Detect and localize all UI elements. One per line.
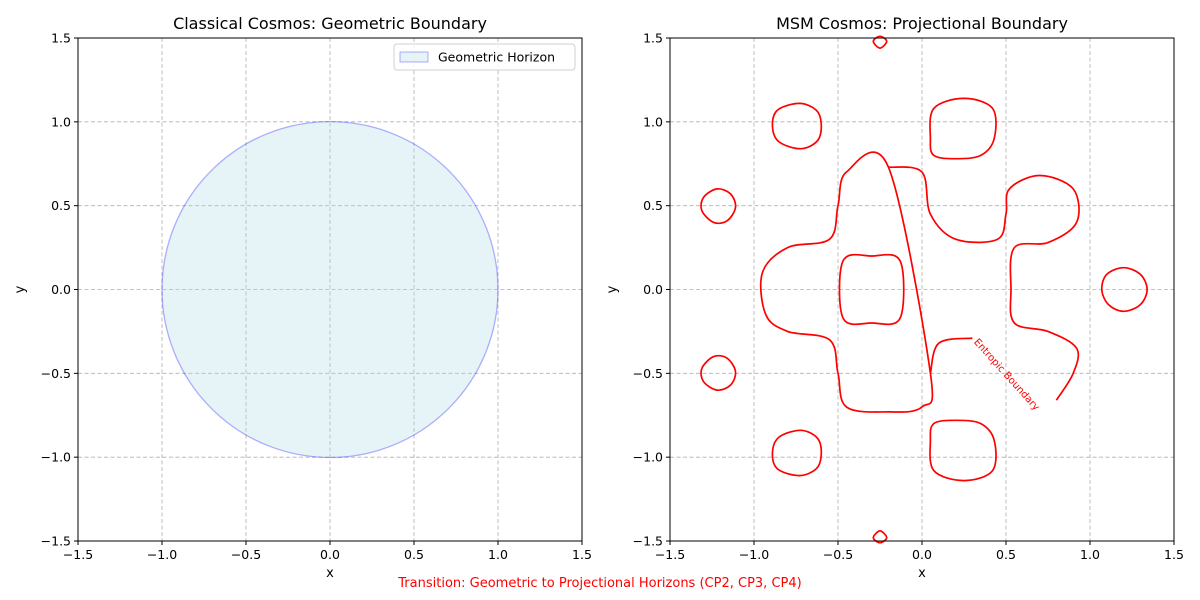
x-tick-label: 1.5 [572,547,592,562]
y-tick-label: −1.0 [633,450,663,465]
y-tick-label: 1.5 [51,31,71,46]
x-tick-label: 1.0 [1080,547,1100,562]
y-axis-label: y [605,285,620,293]
entropic-boundary-contour [929,337,973,374]
entropic-boundary-contour [888,166,1080,401]
x-tick-label: −1.0 [147,547,177,562]
entropic-boundary-contour [929,97,997,160]
geometric-horizon-circle [161,120,499,459]
classical-chart: −1.5 −1.0 −0.5 0.0 0.5 1.0 1.5 −1.5 −1.0 −0.5 0.0… [13,14,592,581]
entropic-boundary-contour [771,102,823,150]
x-tick-label: 0.5 [404,547,424,562]
x-tick-label: 1.0 [488,547,508,562]
legend-label: Geometric Horizon [438,50,555,65]
y-axis-label: y [13,285,28,293]
entropic-boundary-contour [872,530,888,544]
y-axis-ticks: −1.5 −1.0 −0.5 0.0 0.5 1.0 1.5 [633,31,670,549]
x-tick-label: 0.0 [912,547,932,562]
y-tick-label: 0.0 [51,282,71,297]
entropic-boundary-contour [700,354,737,392]
entropic-boundary-contour [700,187,737,225]
legend-swatch [399,51,429,63]
grid [669,37,1175,542]
chart-title: Classical Cosmos: Geometric Boundary [173,14,487,33]
entropic-boundary-contour [929,419,997,482]
plot-area [700,35,1148,544]
y-tick-label: 1.5 [643,31,663,46]
x-tick-label: 0.0 [320,547,340,562]
x-tick-label: −1.5 [655,547,685,562]
entropic-boundary-contour [838,253,905,326]
y-tick-label: 1.0 [51,114,71,129]
y-tick-label: −1.5 [633,534,663,549]
msm-chart: −1.5 −1.0 −0.5 0.0 0.5 1.0 1.5 −1.5 −1.0 −0.5 0.0… [605,14,1184,581]
x-tick-label: 1.5 [1164,547,1184,562]
y-tick-label: 0.5 [51,198,71,213]
x-axis-ticks: −1.5 −1.0 −0.5 0.0 0.5 1.0 1.5 [63,541,592,562]
x-tick-label: −0.5 [823,547,853,562]
y-tick-label: 0.5 [643,198,663,213]
entropic-boundary-contour [771,429,823,477]
entropic-boundary-contour [759,151,934,413]
y-tick-label: 0.0 [643,282,663,297]
chart-title: MSM Cosmos: Projectional Boundary [776,14,1068,33]
legend: Geometric Horizon [393,43,576,71]
x-axis-ticks: −1.5 −1.0 −0.5 0.0 0.5 1.0 1.5 [655,541,1184,562]
x-tick-label: 0.5 [996,547,1016,562]
contour-label: Entropic Boundary [971,337,1041,413]
y-tick-label: −0.5 [41,366,71,381]
x-tick-label: −0.5 [231,547,261,562]
x-axis-label: x [918,566,926,581]
y-tick-label: −0.5 [633,366,663,381]
figure-caption: Transition: Geometric to Projectional Ho… [398,576,802,591]
entropic-boundary-contour [872,35,888,49]
entropic-boundary-contour [1100,266,1148,313]
y-tick-label: −1.5 [41,534,71,549]
y-axis-ticks: −1.5 −1.0 −0.5 0.0 0.5 1.0 1.5 [41,31,78,549]
y-tick-label: −1.0 [41,450,71,465]
x-tick-label: −1.0 [739,547,769,562]
plot-area [161,120,499,459]
x-axis-label: x [326,566,334,581]
x-tick-label: −1.5 [63,547,93,562]
y-tick-label: 1.0 [643,114,663,129]
legend-box [393,43,576,71]
